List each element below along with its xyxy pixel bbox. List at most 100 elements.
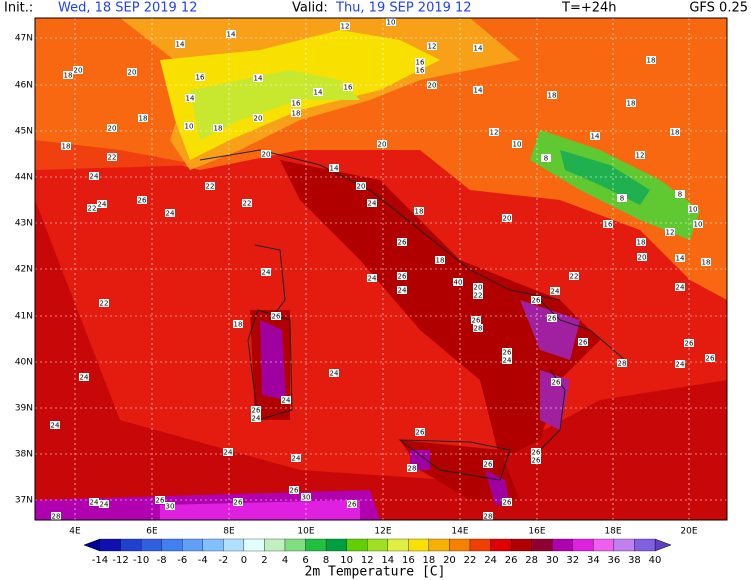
value-label: 8: [620, 195, 624, 203]
colorbar-swatch: [367, 538, 388, 552]
value-label: 20: [262, 151, 271, 159]
colorbar-swatch: [387, 538, 409, 552]
value-label-box: [646, 56, 656, 64]
value-label: 24: [252, 415, 261, 423]
value-label: 22: [206, 183, 215, 191]
colorbar-tick-label: 18: [423, 555, 436, 566]
value-label-box: [377, 140, 387, 148]
value-label-box: [50, 421, 60, 429]
value-label-box: [137, 196, 147, 204]
colorbar-over: [654, 538, 672, 552]
value-label-box: [701, 258, 711, 266]
colorbar-tick-label: 26: [505, 555, 518, 566]
value-label: 18: [647, 57, 656, 65]
value-label: 12: [428, 43, 437, 51]
value-label: 22: [108, 154, 117, 162]
forecast-step: T=+24h: [561, 1, 617, 16]
colorbar-swatch: [346, 538, 368, 552]
grid-lines: [35, 18, 727, 520]
value-label: 16: [416, 67, 425, 75]
value-label-box: [185, 94, 195, 102]
value-label: 26: [579, 339, 588, 347]
value-label: 26: [548, 315, 557, 323]
value-label: 24: [80, 374, 89, 382]
value-label: 20: [638, 254, 647, 262]
value-label-box: [502, 214, 512, 222]
value-label-box: [89, 172, 99, 180]
value-label-box: [684, 339, 694, 347]
value-label: 24: [292, 455, 301, 463]
value-label-box: [73, 66, 83, 74]
value-label-box: [261, 268, 271, 276]
colorbar-swatch: [223, 538, 245, 552]
value-label-box: [502, 348, 512, 356]
valid-value: Thu, 19 SEP 2019 12: [335, 1, 472, 16]
value-label-box: [569, 272, 579, 280]
value-label-box: [165, 502, 175, 510]
value-label-box: [127, 68, 137, 76]
value-label: 26: [252, 407, 261, 415]
colorbar-tick-label: -14: [92, 555, 108, 566]
value-label-box: [195, 73, 205, 81]
value-label-box: [427, 42, 437, 50]
value-label-box: [637, 253, 647, 261]
colorbar-swatch: [552, 538, 573, 552]
colorbar-tick-label: -4: [198, 555, 208, 566]
value-label: 26: [532, 449, 541, 457]
value-label: 12: [636, 152, 645, 160]
value-label: 18: [62, 143, 71, 151]
colorbar-tick-label: 6: [302, 555, 308, 566]
value-label-box: [107, 153, 117, 161]
value-label-box: [340, 22, 350, 30]
colorbar-tick-label: -2: [218, 555, 228, 566]
colorbar-swatch: [510, 538, 532, 552]
value-label: 18: [292, 110, 301, 118]
colorbar-tick-label: 20: [443, 555, 456, 566]
lon-label: 10E: [297, 527, 314, 537]
value-label: 18: [436, 257, 445, 265]
colorbar-tick-label: 24: [484, 555, 497, 566]
colorbar-swatch: [182, 538, 203, 552]
lon-label: 4E: [69, 527, 81, 537]
value-label: 26: [272, 313, 281, 321]
value-label: 26: [484, 461, 493, 469]
value-label: 24: [676, 284, 685, 292]
value-label: 28: [52, 513, 61, 521]
value-label: 30: [166, 503, 175, 511]
value-label-box: [489, 128, 499, 136]
colorbar-tick-label: 12: [361, 555, 374, 566]
value-label: 26: [552, 379, 561, 387]
colorbar-tick-label: 36: [608, 555, 621, 566]
value-label-box: [531, 296, 541, 304]
value-label-box: [205, 182, 215, 190]
value-label-box: [97, 200, 107, 208]
value-label-box: [675, 283, 685, 291]
value-label-box: [51, 512, 61, 520]
value-label-box: [343, 83, 353, 91]
lat-label: 45N: [15, 127, 33, 137]
value-label-box: [165, 209, 175, 217]
value-label: 24: [503, 357, 512, 365]
value-label-box: [213, 124, 223, 132]
value-label: 16: [344, 84, 353, 92]
value-label: 18: [671, 129, 680, 137]
value-label-box: [473, 291, 483, 299]
value-label: 18: [637, 239, 646, 247]
value-label: 26: [398, 239, 407, 247]
value-label: 20: [108, 125, 117, 133]
colorbar-swatch: [305, 538, 327, 552]
value-label-box: [397, 272, 407, 280]
colorbar-tick-label: -10: [133, 555, 149, 566]
lon-label: 14E: [451, 527, 468, 537]
value-label: 20: [357, 183, 366, 191]
value-label: 22: [100, 300, 109, 308]
value-label: 14: [314, 89, 323, 97]
value-label: 14: [474, 87, 483, 95]
value-label: 24: [398, 287, 407, 295]
value-label: 22: [474, 292, 483, 300]
value-label-box: [617, 194, 627, 202]
value-label: 28: [474, 325, 483, 333]
value-label: 18: [64, 72, 73, 80]
value-label-box: [471, 316, 481, 324]
value-label: 10: [387, 19, 396, 27]
